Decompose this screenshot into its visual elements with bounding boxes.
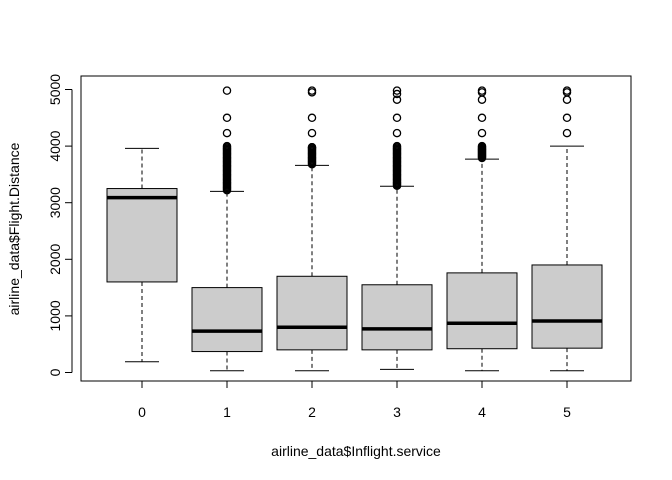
outlier-point (392, 89, 402, 99)
box-iqr (191, 287, 263, 353)
outlier-point (222, 141, 232, 151)
outlier-point (392, 86, 402, 95)
box-group-3 (361, 86, 433, 370)
outlier-point (477, 141, 487, 151)
box-iqr (276, 275, 348, 351)
box-group-5 (531, 86, 603, 372)
outlier-point (392, 141, 402, 151)
box-iqr (531, 264, 603, 349)
outlier-point (477, 86, 487, 95)
y-axis-title: airline_data$Flight.Distance (6, 142, 22, 315)
outlier-point (392, 113, 402, 123)
outlier-point (392, 95, 402, 104)
outlier-point (477, 95, 487, 104)
outlier-point (562, 113, 572, 123)
x-tick-label: 3 (393, 404, 401, 420)
box-group-4 (446, 86, 518, 372)
outlier-point (307, 142, 317, 152)
y-tick-label: 0 (47, 368, 63, 376)
y-tick-label: 4000 (47, 130, 63, 161)
x-axis: 0 1 2 3 4 5 (138, 380, 571, 420)
box-group-2 (276, 86, 348, 372)
outlier-point (562, 86, 572, 95)
y-tick-label: 2000 (47, 244, 63, 275)
x-tick-label: 1 (223, 404, 231, 420)
x-tick-label: 0 (138, 404, 146, 420)
x-tick-label: 4 (478, 404, 486, 420)
box-group-0 (106, 147, 178, 363)
box-group-1 (191, 86, 263, 372)
outlier-point (392, 128, 402, 138)
y-tick-label: 5000 (47, 74, 63, 105)
outlier-point (222, 86, 232, 95)
outlier-point (562, 128, 572, 138)
x-tick-label: 5 (563, 404, 571, 420)
y-axis: 0 1000 2000 3000 4000 5000 (47, 74, 73, 376)
outlier-point (477, 113, 487, 123)
outlier-point (477, 128, 487, 138)
outlier-point (307, 86, 317, 95)
outlier-point (307, 113, 317, 123)
outlier-point (562, 95, 572, 104)
y-tick-label: 1000 (47, 300, 63, 331)
x-axis-title: airline_data$Inflight.service (271, 443, 441, 459)
outlier-point (222, 128, 232, 138)
y-tick-label: 3000 (47, 187, 63, 218)
box-iqr (106, 188, 178, 283)
box-iqr (361, 284, 433, 351)
x-tick-label: 2 (308, 404, 316, 420)
boxes-layer (106, 86, 603, 372)
outlier-point (222, 113, 232, 123)
outlier-point (307, 128, 317, 138)
box-iqr (446, 272, 518, 350)
